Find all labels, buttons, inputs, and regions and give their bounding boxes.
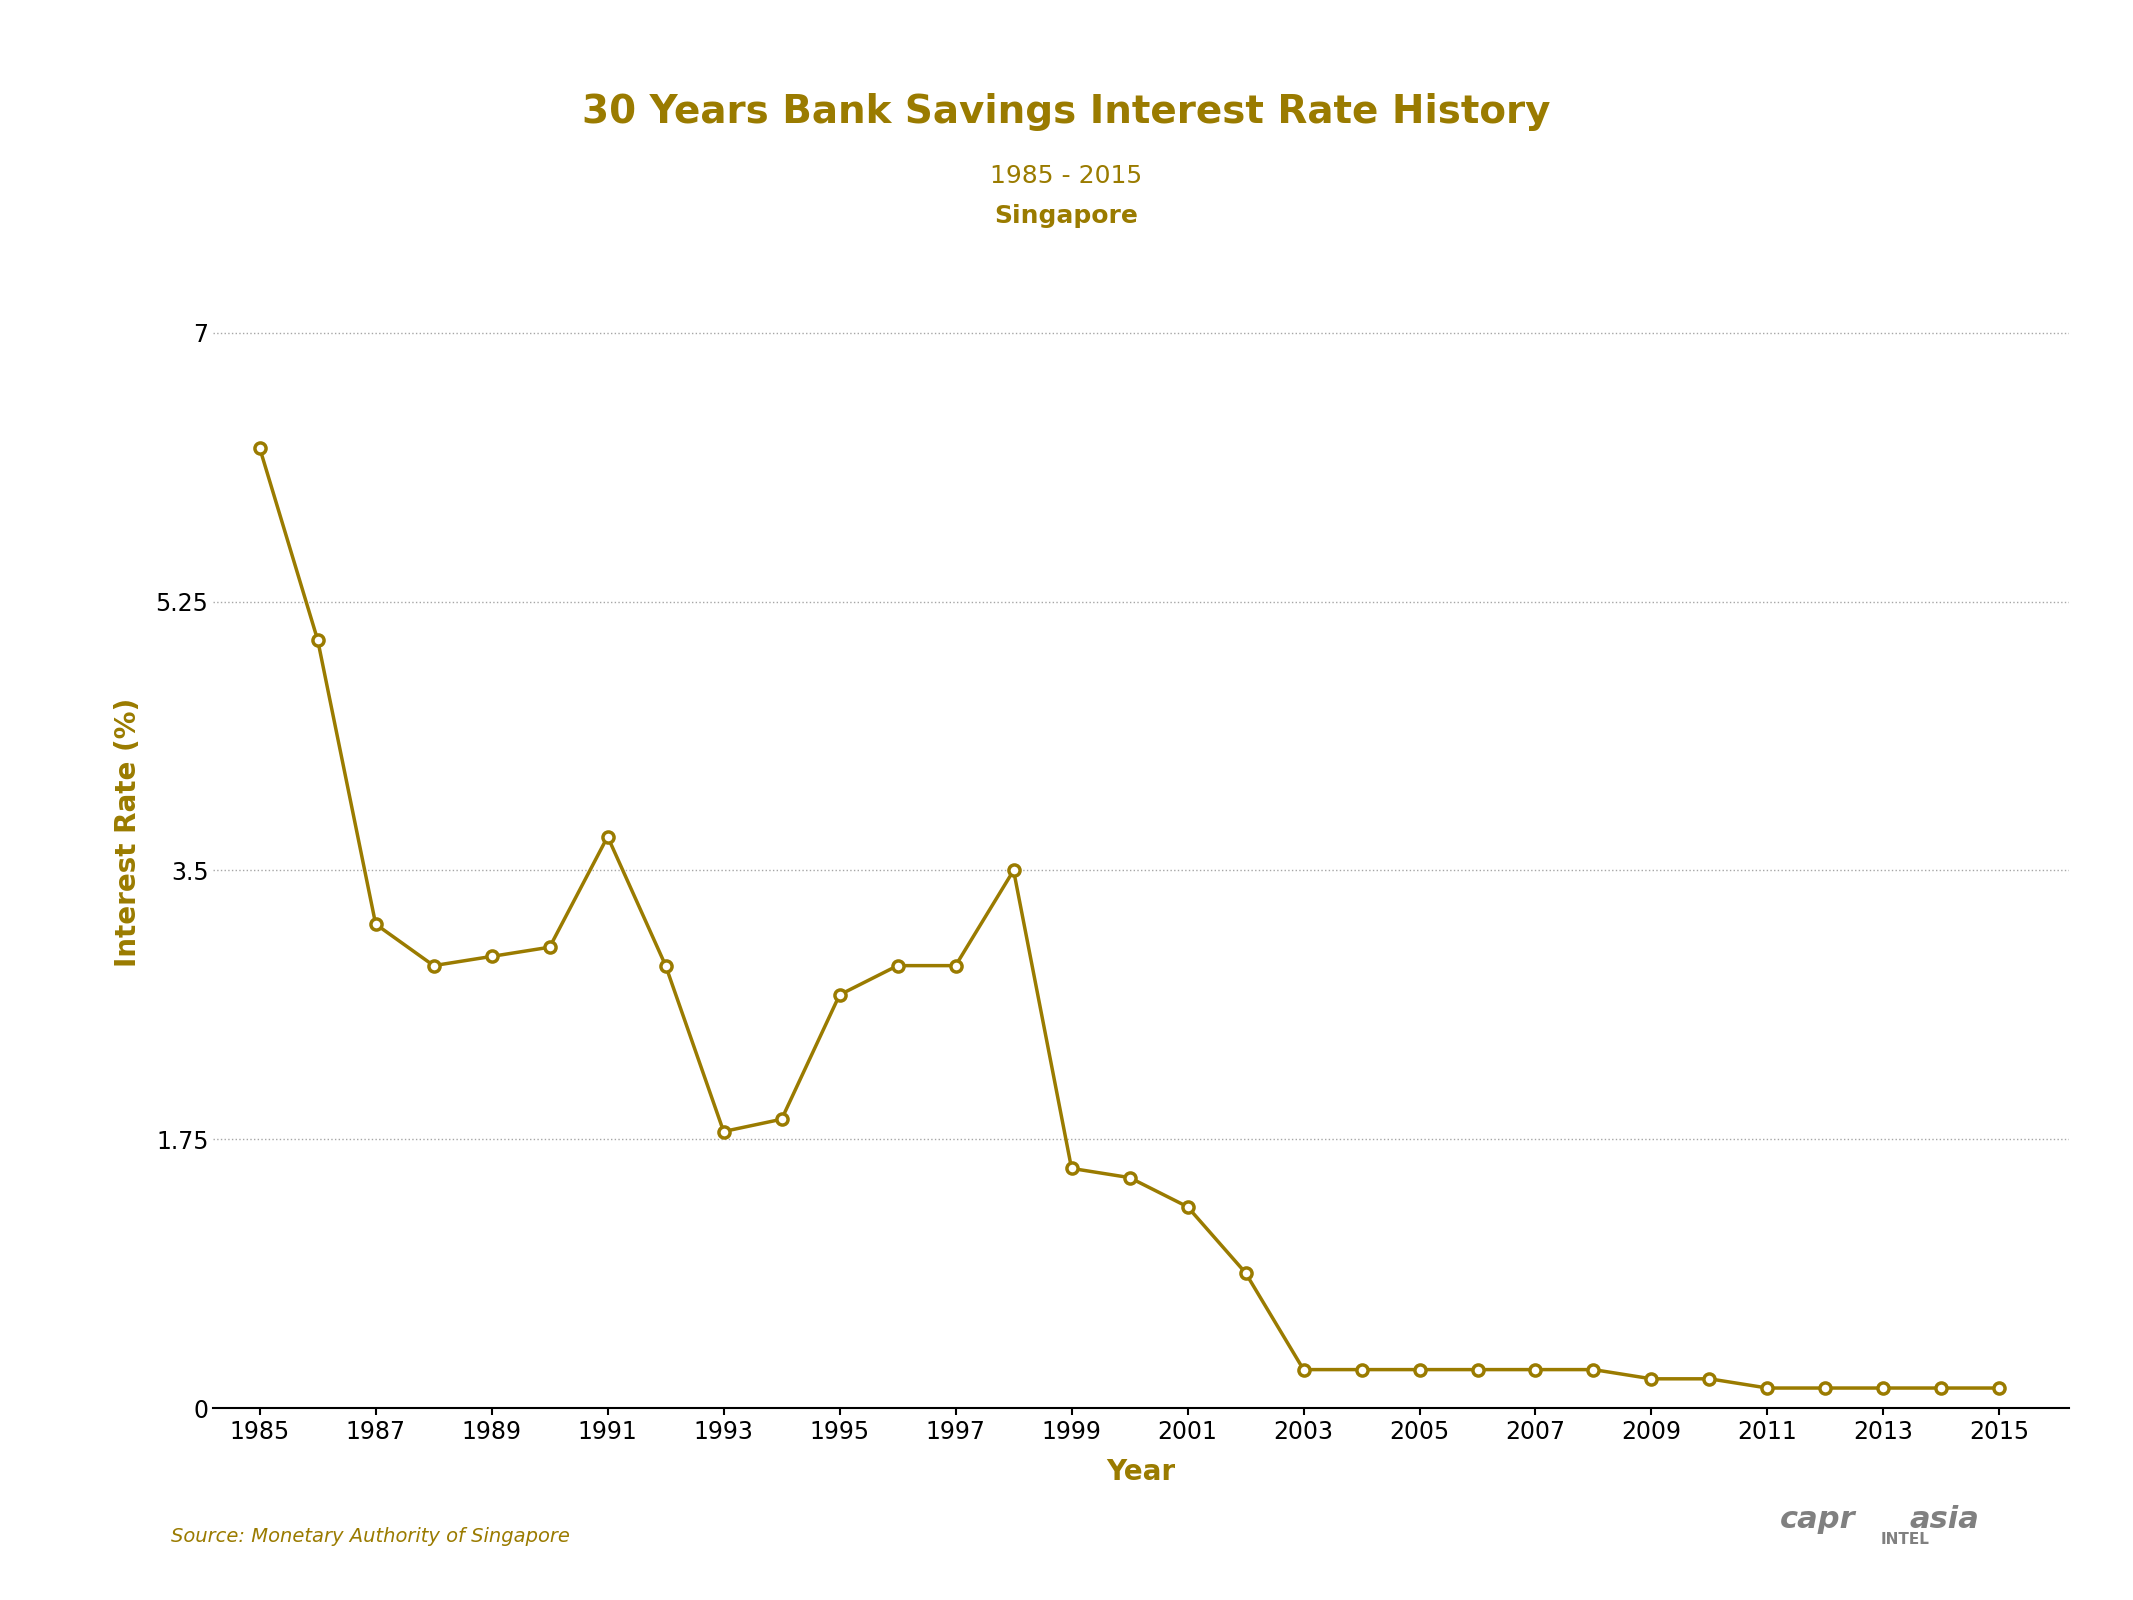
Y-axis label: Interest Rate (%): Interest Rate (%) (113, 698, 141, 966)
X-axis label: Year: Year (1107, 1458, 1175, 1486)
Text: 1985 - 2015: 1985 - 2015 (990, 165, 1143, 187)
Text: 30 Years Bank Savings Interest Rate History: 30 Years Bank Savings Interest Rate Hist… (582, 93, 1551, 131)
Text: asia: asia (1909, 1506, 1979, 1534)
Text: capr: capr (1781, 1506, 1856, 1534)
Text: INTEL: INTEL (1881, 1531, 1928, 1547)
Text: Source: Monetary Authority of Singapore: Source: Monetary Authority of Singapore (171, 1526, 570, 1546)
Text: Singapore: Singapore (994, 203, 1139, 227)
